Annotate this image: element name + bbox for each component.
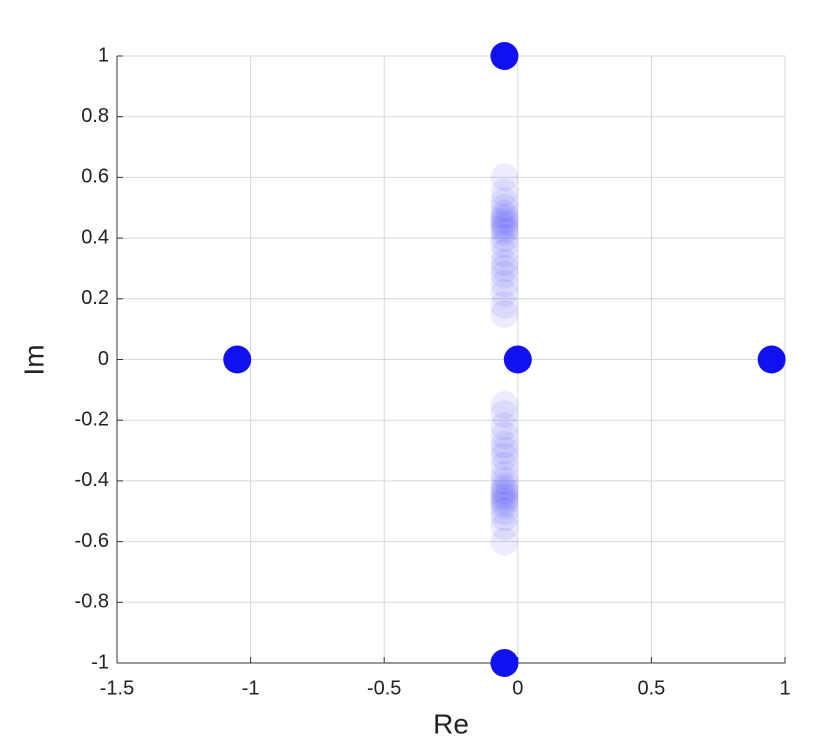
point (490, 178, 519, 207)
point (490, 649, 519, 677)
y-tick-label: -0.6 (75, 530, 109, 552)
point (490, 218, 519, 247)
point (223, 345, 252, 374)
y-axis-label: Im (18, 344, 49, 375)
point (503, 345, 532, 374)
point (490, 299, 519, 328)
point (490, 421, 519, 450)
y-tick-label: -0.2 (75, 408, 109, 430)
point (490, 205, 519, 234)
point (490, 472, 519, 501)
x-tick-label: -1.5 (100, 677, 134, 699)
y-tick-label: 0 (98, 348, 109, 370)
point (490, 278, 519, 307)
point (490, 491, 519, 520)
point (490, 214, 519, 243)
x-tick-label: -0.5 (367, 677, 401, 699)
x-tick-label: 0.5 (637, 677, 665, 699)
point (490, 269, 519, 298)
y-tick-label: 0.4 (81, 226, 109, 248)
point (490, 512, 519, 541)
point (490, 254, 519, 283)
y-tick-label: -0.4 (75, 469, 109, 491)
x-tick-label: -1 (242, 677, 260, 699)
point (490, 412, 519, 441)
point (490, 248, 519, 277)
x-tick-label: 0 (512, 677, 523, 699)
point (490, 163, 519, 192)
point (490, 476, 519, 505)
point (490, 485, 519, 514)
y-tick-label: 1 (98, 44, 109, 66)
point (490, 482, 519, 511)
y-tick-label: 0.2 (81, 287, 109, 309)
point (490, 430, 519, 459)
point (490, 503, 519, 532)
y-tick-label: -1 (91, 651, 109, 673)
point (490, 451, 519, 480)
point (490, 497, 519, 526)
point (490, 260, 519, 289)
point (490, 230, 519, 259)
point (490, 460, 519, 489)
point (490, 436, 519, 465)
x-tick-label: 1 (779, 677, 790, 699)
point (490, 224, 519, 253)
point (490, 488, 519, 517)
point (490, 187, 519, 216)
point (490, 442, 519, 471)
point (490, 211, 519, 240)
point (490, 400, 519, 429)
point (490, 199, 519, 228)
point (490, 527, 519, 556)
point (490, 193, 519, 222)
point (490, 202, 519, 231)
y-tick-label: -0.8 (75, 591, 109, 613)
point (490, 391, 519, 420)
point (757, 345, 786, 374)
point (490, 239, 519, 268)
y-tick-label: 0.6 (81, 166, 109, 188)
x-axis-label: Re (433, 708, 469, 739)
y-tick-label: 0.8 (81, 105, 109, 127)
point (490, 479, 519, 508)
point (490, 208, 519, 237)
point (490, 42, 519, 70)
point (490, 290, 519, 319)
point (490, 466, 519, 495)
